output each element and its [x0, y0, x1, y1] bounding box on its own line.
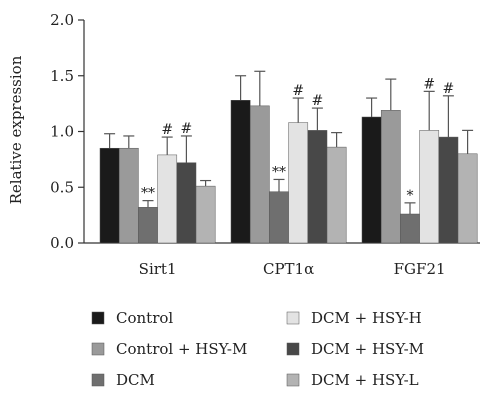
x-tick-label: Sirt1 [139, 260, 177, 278]
legend-swatch [286, 311, 300, 325]
plot-area: 0.0 0.5 1.0 1.5 2.0 ** # # Sirt1 ** # # CPT1α * # # FGF2… [50, 11, 480, 278]
legend-swatch [91, 311, 105, 325]
bar [99, 147, 120, 244]
legend-swatch [286, 373, 300, 387]
significance-mark: # [312, 93, 324, 109]
legend-label: Control [116, 309, 173, 327]
significance-mark: * [407, 188, 414, 204]
y-tick-label: 1.5 [50, 67, 74, 85]
bar [118, 147, 139, 244]
legend-label: DCM + HSY-L [311, 371, 419, 389]
bar [269, 191, 289, 244]
bar [400, 213, 420, 244]
y-tick-label: 1.0 [50, 123, 74, 141]
legend-label: DCM + HSY-M [311, 340, 424, 358]
significance-mark: # [423, 76, 435, 92]
bar [380, 110, 401, 244]
significance-mark: # [181, 121, 193, 137]
bar [230, 100, 251, 244]
bar [249, 105, 270, 244]
legend: Control Control + HSY-M DCM DCM + HSY-H DCM … [91, 309, 424, 389]
significance-mark: # [292, 83, 304, 99]
significance-mark: # [443, 81, 455, 97]
legend-item: DCM + HSY-L [286, 371, 419, 389]
legend-item: DCM + HSY-H [286, 309, 422, 327]
bar [361, 116, 382, 244]
bar [307, 130, 328, 244]
x-tick-label: CPT1α [263, 260, 314, 278]
bar [457, 153, 478, 244]
bar [438, 136, 459, 244]
bar [138, 207, 158, 244]
legend-item: DCM + HSY-M [286, 340, 424, 358]
bar [195, 185, 216, 244]
significance-mark: # [161, 122, 173, 138]
legend-swatch [91, 342, 105, 356]
legend-swatch [286, 342, 300, 356]
bar [176, 162, 197, 244]
legend-item: Control + HSY-M [91, 340, 247, 358]
legend-label: DCM [116, 371, 155, 389]
x-tick-label: FGF21 [394, 260, 446, 278]
legend-item: Control [91, 309, 173, 327]
legend-label: Control + HSY-M [116, 340, 247, 358]
y-tick-label: 0.5 [50, 178, 74, 196]
y-axis-label: Relative expression [7, 55, 25, 204]
bar [419, 130, 440, 244]
bar [326, 146, 347, 244]
y-tick-label: 0.0 [50, 234, 74, 252]
legend-swatch [91, 373, 105, 387]
significance-mark: ** [141, 186, 155, 202]
bar [157, 154, 178, 244]
legend-label: DCM + HSY-H [311, 309, 422, 327]
y-tick-label: 2.0 [50, 11, 74, 29]
significance-mark: ** [272, 164, 286, 180]
legend-item: DCM [91, 371, 155, 389]
bar [288, 122, 309, 244]
